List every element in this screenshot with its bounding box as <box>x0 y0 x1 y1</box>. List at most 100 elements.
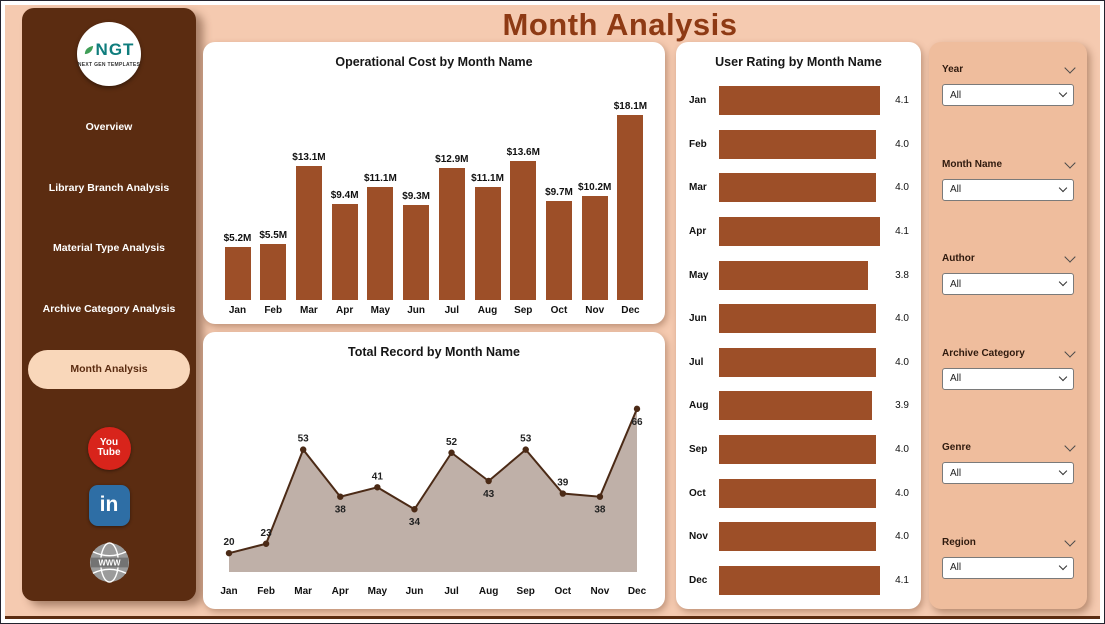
sidebar-item-material-type-analysis[interactable]: Material Type Analysis <box>52 242 166 255</box>
rating-bar-track <box>719 478 880 508</box>
filter-header: Author <box>942 251 1076 264</box>
rating-bar-sep[interactable] <box>719 435 877 464</box>
filter-value: All <box>950 373 962 385</box>
filter-header: Month Name <box>942 156 1076 170</box>
bar-nov[interactable] <box>581 196 608 300</box>
bar-column-dec: $18.1M Dec <box>614 101 647 316</box>
bar-aug[interactable] <box>474 187 501 300</box>
filter-dropdown-year[interactable]: All <box>942 84 1074 106</box>
data-point-mar[interactable] <box>299 446 307 453</box>
point-value-label: 66 <box>631 417 643 428</box>
youtube-icon[interactable]: You Tube <box>87 426 131 470</box>
data-point-jan[interactable] <box>225 549 233 557</box>
operational-cost-card: Operational Cost by Month Name $5.2M Jan $… <box>203 42 665 324</box>
x-axis-label: Aug <box>479 586 498 597</box>
page-title: Month Analysis <box>502 7 738 42</box>
rating-row-jul: Jul 4.0 <box>689 347 909 377</box>
x-axis-label: Mar <box>294 586 312 597</box>
bar-mar[interactable] <box>295 166 322 300</box>
chevron-down-icon[interactable] <box>1064 156 1076 169</box>
filter-dropdown-archive-category[interactable]: All <box>942 367 1074 390</box>
bar-oct[interactable] <box>545 201 572 300</box>
bar-dec[interactable] <box>617 115 644 300</box>
rating-bar-nov[interactable] <box>719 522 877 552</box>
bar-column-jun: $9.3M Jun <box>400 191 433 316</box>
chevron-down-icon[interactable] <box>1064 440 1076 453</box>
rating-bar-jul[interactable] <box>719 347 877 377</box>
rating-row-feb: Feb 4.0 <box>689 129 909 159</box>
data-point-jun[interactable] <box>411 506 418 513</box>
y-axis-label: Jan <box>689 95 707 106</box>
bar-column-may: $11.1M May <box>364 173 397 316</box>
sidebar-item-archive-category-analysis[interactable]: Archive Category Analysis <box>42 302 176 315</box>
rating-bar-feb[interactable] <box>719 129 877 159</box>
sidebar-item-month-analysis[interactable]: Month Analysis <box>28 350 190 389</box>
y-axis-label: Mar <box>689 182 707 194</box>
rating-bar-jun[interactable] <box>719 304 877 334</box>
rating-bar-mar[interactable] <box>719 173 877 203</box>
bar-column-apr: $9.4M Apr <box>328 190 361 316</box>
point-value-label: 43 <box>483 489 495 500</box>
y-axis-label: Feb <box>689 138 707 150</box>
filter-value: All <box>950 184 962 196</box>
bar-sep[interactable] <box>510 161 537 300</box>
rating-row-jan: Jan 4.1 <box>689 86 909 115</box>
chevron-down-icon <box>1058 561 1068 571</box>
filter-label: Year <box>942 64 964 75</box>
x-axis-label: Jun <box>407 305 425 316</box>
rating-bar-oct[interactable] <box>719 478 877 508</box>
filter-header: Genre <box>942 440 1076 453</box>
chevron-down-icon[interactable] <box>1064 62 1076 74</box>
rating-bar-jan[interactable] <box>719 86 880 115</box>
rating-bar-aug[interactable] <box>719 391 873 421</box>
rating-bar-dec[interactable] <box>719 565 880 595</box>
filter-month-name: Month Name All <box>942 156 1076 201</box>
bar-column-aug: $11.1M Aug <box>471 173 504 316</box>
sidebar-item-overview[interactable]: Overview <box>85 121 133 133</box>
point-value-label: 38 <box>335 505 347 516</box>
chevron-down-icon[interactable] <box>1064 251 1076 263</box>
data-point-may[interactable] <box>374 484 381 491</box>
chevron-down-icon[interactable] <box>1064 346 1076 358</box>
linkedin-text: in <box>99 493 119 517</box>
rating-value-label: 4.0 <box>895 531 909 543</box>
filter-region: Region All <box>942 535 1076 579</box>
filter-dropdown-region[interactable]: All <box>942 556 1074 579</box>
bar-jun[interactable] <box>403 205 430 300</box>
filter-dropdown-month-name[interactable]: All <box>942 178 1074 201</box>
operational-cost-title: Operational Cost by Month Name <box>335 55 533 69</box>
bar-apr[interactable] <box>331 204 358 300</box>
data-point-sep[interactable] <box>522 446 529 453</box>
data-point-jul[interactable] <box>448 449 455 456</box>
data-point-oct[interactable] <box>559 490 567 497</box>
filter-dropdown-genre[interactable]: All <box>942 462 1074 485</box>
website-icon[interactable]: WWW <box>88 541 131 584</box>
y-axis-label: Nov <box>689 531 708 543</box>
bar-jul[interactable] <box>438 168 465 300</box>
rating-bar-apr[interactable] <box>719 216 880 246</box>
x-axis-label: Jan <box>228 305 247 316</box>
linkedin-icon[interactable]: in <box>88 484 130 526</box>
total-record-chart: 20 Jan 23 Feb 53 Mar 38 Apr 41 May 34 Jun 52 Jul 43 Aug… <box>220 405 647 597</box>
chevron-down-icon[interactable] <box>1064 535 1076 547</box>
data-point-nov[interactable] <box>596 493 604 500</box>
bar-feb[interactable] <box>260 244 287 300</box>
bar-may[interactable] <box>367 187 394 300</box>
data-point-feb[interactable] <box>262 540 270 547</box>
point-value-label: 20 <box>223 537 235 548</box>
bar-jan[interactable] <box>224 247 251 300</box>
y-axis-label: Oct <box>689 487 706 499</box>
filter-dropdown-author[interactable]: All <box>942 273 1074 296</box>
x-axis-label: Oct <box>550 305 568 316</box>
data-point-apr[interactable] <box>337 493 344 500</box>
rating-value-label: 4.0 <box>895 356 909 368</box>
youtube-text-top: You <box>99 436 119 448</box>
data-point-aug[interactable] <box>485 477 492 485</box>
youtube-text-bottom: Tube <box>97 447 121 459</box>
bar-column-jul: $12.9M Jul <box>435 154 468 316</box>
rating-bar-may[interactable] <box>719 260 869 290</box>
data-point-dec[interactable] <box>633 405 641 413</box>
filter-label: Region <box>942 536 976 548</box>
chevron-down-icon <box>1058 277 1068 287</box>
sidebar-item-library-branch-analysis[interactable]: Library Branch Analysis <box>48 181 170 194</box>
